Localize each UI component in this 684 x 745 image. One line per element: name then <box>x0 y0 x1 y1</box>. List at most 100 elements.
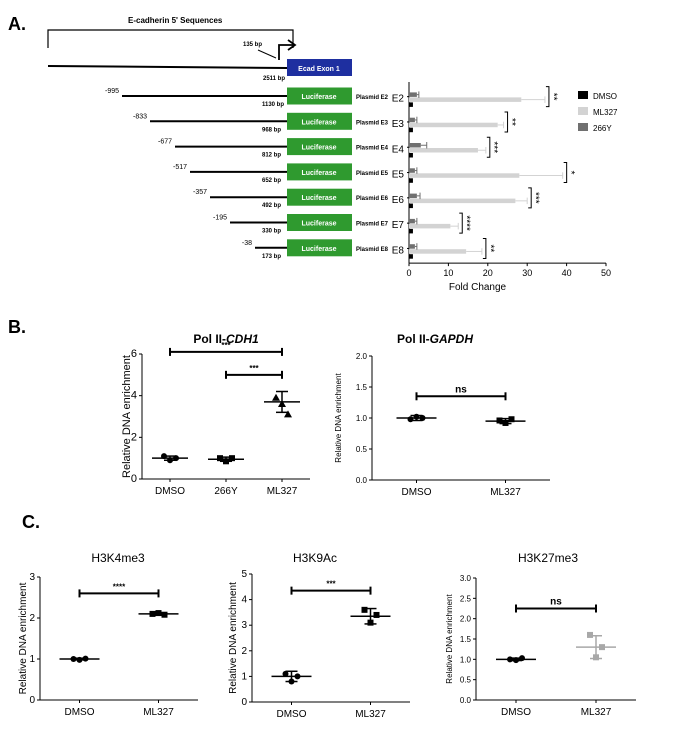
construct-start-label: -195 <box>213 215 227 222</box>
bar-dmso <box>409 153 413 158</box>
y-tick-label: 0 <box>241 697 247 708</box>
category-label: E8 <box>392 245 405 256</box>
x-tick-label: DMSO <box>501 707 531 718</box>
data-point <box>373 611 380 618</box>
panel-label-a: A. <box>8 14 26 34</box>
significance-label: ** <box>506 118 517 126</box>
bar-266y <box>409 143 421 148</box>
data-point <box>229 455 235 462</box>
legend-swatch-ml327 <box>578 107 588 115</box>
comparison-label: ns <box>455 384 467 395</box>
x-tick-label: DMSO <box>402 487 432 498</box>
y-tick-label: 0 <box>29 695 35 706</box>
bar-ml327 <box>409 148 478 153</box>
plasmid-label: Plasmid E2 <box>356 95 389 101</box>
luciferase-box <box>287 188 352 206</box>
data-point <box>367 619 374 626</box>
x-tick-label: 30 <box>522 268 532 278</box>
data-point <box>294 673 301 680</box>
y-tick-label: 5 <box>241 569 247 580</box>
title-prefix: Pol II- <box>193 332 226 346</box>
significance-bracket <box>486 136 491 158</box>
y-tick-label: 1.0 <box>460 655 472 664</box>
y-tick-label: 4 <box>241 595 247 606</box>
tss-arrow-icon <box>278 44 293 60</box>
data-point <box>167 457 173 464</box>
bar-dmso <box>409 178 413 183</box>
chart-title: H3K27me3 <box>518 551 578 565</box>
bar-dmso <box>409 127 413 133</box>
plasmid-label: Plasmid E3 <box>356 120 389 126</box>
plasmid-label: Plasmid E7 <box>356 222 389 228</box>
category-label: E4 <box>392 144 405 155</box>
significance-bracket <box>545 86 550 108</box>
x-tick-label: 266Y <box>214 486 238 497</box>
data-point <box>282 670 289 677</box>
bracket-label: E-cadherin 5' Sequences <box>128 16 223 25</box>
data-point <box>161 611 168 618</box>
bar-dmso <box>409 102 413 107</box>
y-tick-label: 2 <box>241 646 247 657</box>
construct-bp-label: 1130 bp <box>262 102 284 108</box>
significance-bracket <box>459 212 463 234</box>
exon-box <box>287 59 352 76</box>
title-prefix: Pol II- <box>397 332 430 346</box>
construct-row: -995 1130 bp Luciferase Plasmid E2 <box>105 87 389 108</box>
construct-bp-label: 652 bp <box>262 178 281 184</box>
plasmid-label: Plasmid E4 <box>356 146 389 152</box>
x-tick-label: ML327 <box>581 707 612 718</box>
construct-bp-label: 812 bp <box>262 153 281 159</box>
y-tick-label: 2 <box>29 613 35 624</box>
data-point <box>173 455 179 462</box>
x-tick-label: 50 <box>601 268 611 278</box>
luciferase-label: Luciferase <box>301 170 336 177</box>
data-point <box>361 606 368 613</box>
bar-266y <box>409 168 415 173</box>
category-label: E3 <box>392 119 405 130</box>
chart-title: Pol II-GAPDH <box>397 332 473 346</box>
x-tick-label: 40 <box>562 268 572 278</box>
legend-label-266y: 266Y <box>593 124 612 133</box>
bar-266y <box>409 117 415 123</box>
data-point <box>496 417 503 424</box>
full-length-bp: 2511 bp <box>263 76 285 82</box>
comparison-label: ns <box>550 597 562 608</box>
construct-row: -833 968 bp Luciferase Plasmid E3 <box>133 112 389 133</box>
luciferase-label: Luciferase <box>301 145 336 152</box>
luciferase-box <box>287 138 352 156</box>
x-tick-label: DMSO <box>155 486 185 497</box>
y-tick-label: 2 <box>131 431 137 443</box>
luciferase-label: Luciferase <box>301 195 336 202</box>
y-tick-label: 1 <box>29 654 35 665</box>
y-tick-label: 2.0 <box>356 352 368 361</box>
luciferase-label: Luciferase <box>301 246 336 253</box>
significance-label: * <box>565 171 576 175</box>
category-label: E6 <box>392 195 405 206</box>
chart-title: Pol II-CDH1 <box>193 332 259 346</box>
comparison-label: *** <box>249 364 259 373</box>
chart-title: H3K9Ac <box>293 551 337 565</box>
bar-ml327 <box>409 97 522 102</box>
data-point <box>519 655 525 662</box>
legend-swatch-dmso <box>578 91 588 99</box>
data-point <box>502 419 509 426</box>
significance-bracket <box>482 237 487 259</box>
data-point <box>70 656 77 662</box>
construct-start-label: -995 <box>105 88 119 95</box>
data-point <box>82 655 89 662</box>
y-tick-label: 0 <box>131 473 137 485</box>
y-axis-title: Relative DNA enrichment <box>334 373 343 463</box>
data-point <box>513 657 519 664</box>
construct-start-label: -517 <box>173 164 187 171</box>
luciferase-box <box>287 239 352 257</box>
data-point <box>419 415 426 421</box>
bar-266y <box>409 92 417 97</box>
y-tick-label: 1.0 <box>356 414 368 423</box>
construct-list: -995 1130 bp Luciferase Plasmid E2 -833 968 b… <box>105 87 389 260</box>
y-tick-label: 3.0 <box>460 574 472 583</box>
data-point <box>599 644 605 651</box>
plasmid-label: Plasmid E6 <box>356 196 389 202</box>
construct-row: -38 173 bp Luciferase Plasmid E8 <box>242 239 389 260</box>
construct-row: -195 330 bp Luciferase Plasmid E7 <box>213 214 389 235</box>
